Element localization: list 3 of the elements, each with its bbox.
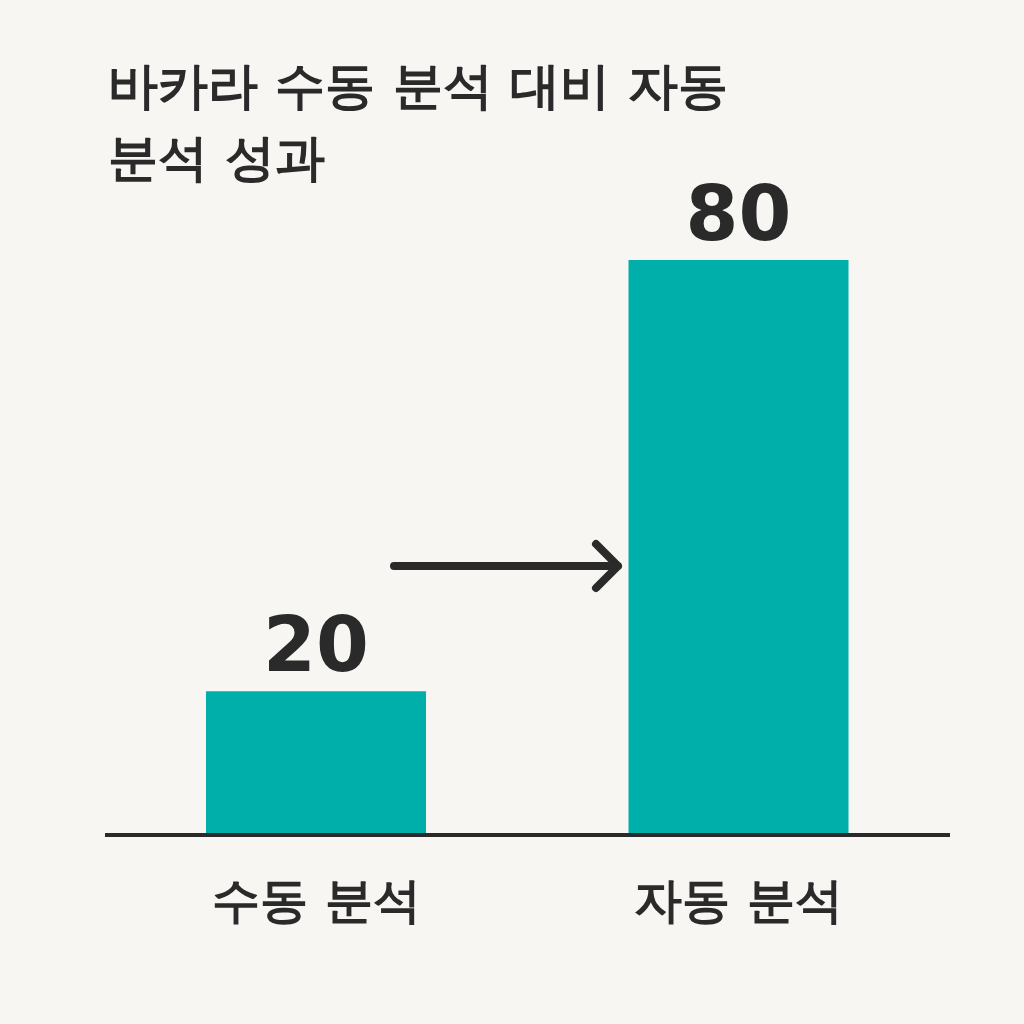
- x-tick-label: 자동 분석: [634, 872, 844, 929]
- data-label: 20: [263, 600, 369, 690]
- x-tick-label: 수동 분석: [211, 872, 421, 929]
